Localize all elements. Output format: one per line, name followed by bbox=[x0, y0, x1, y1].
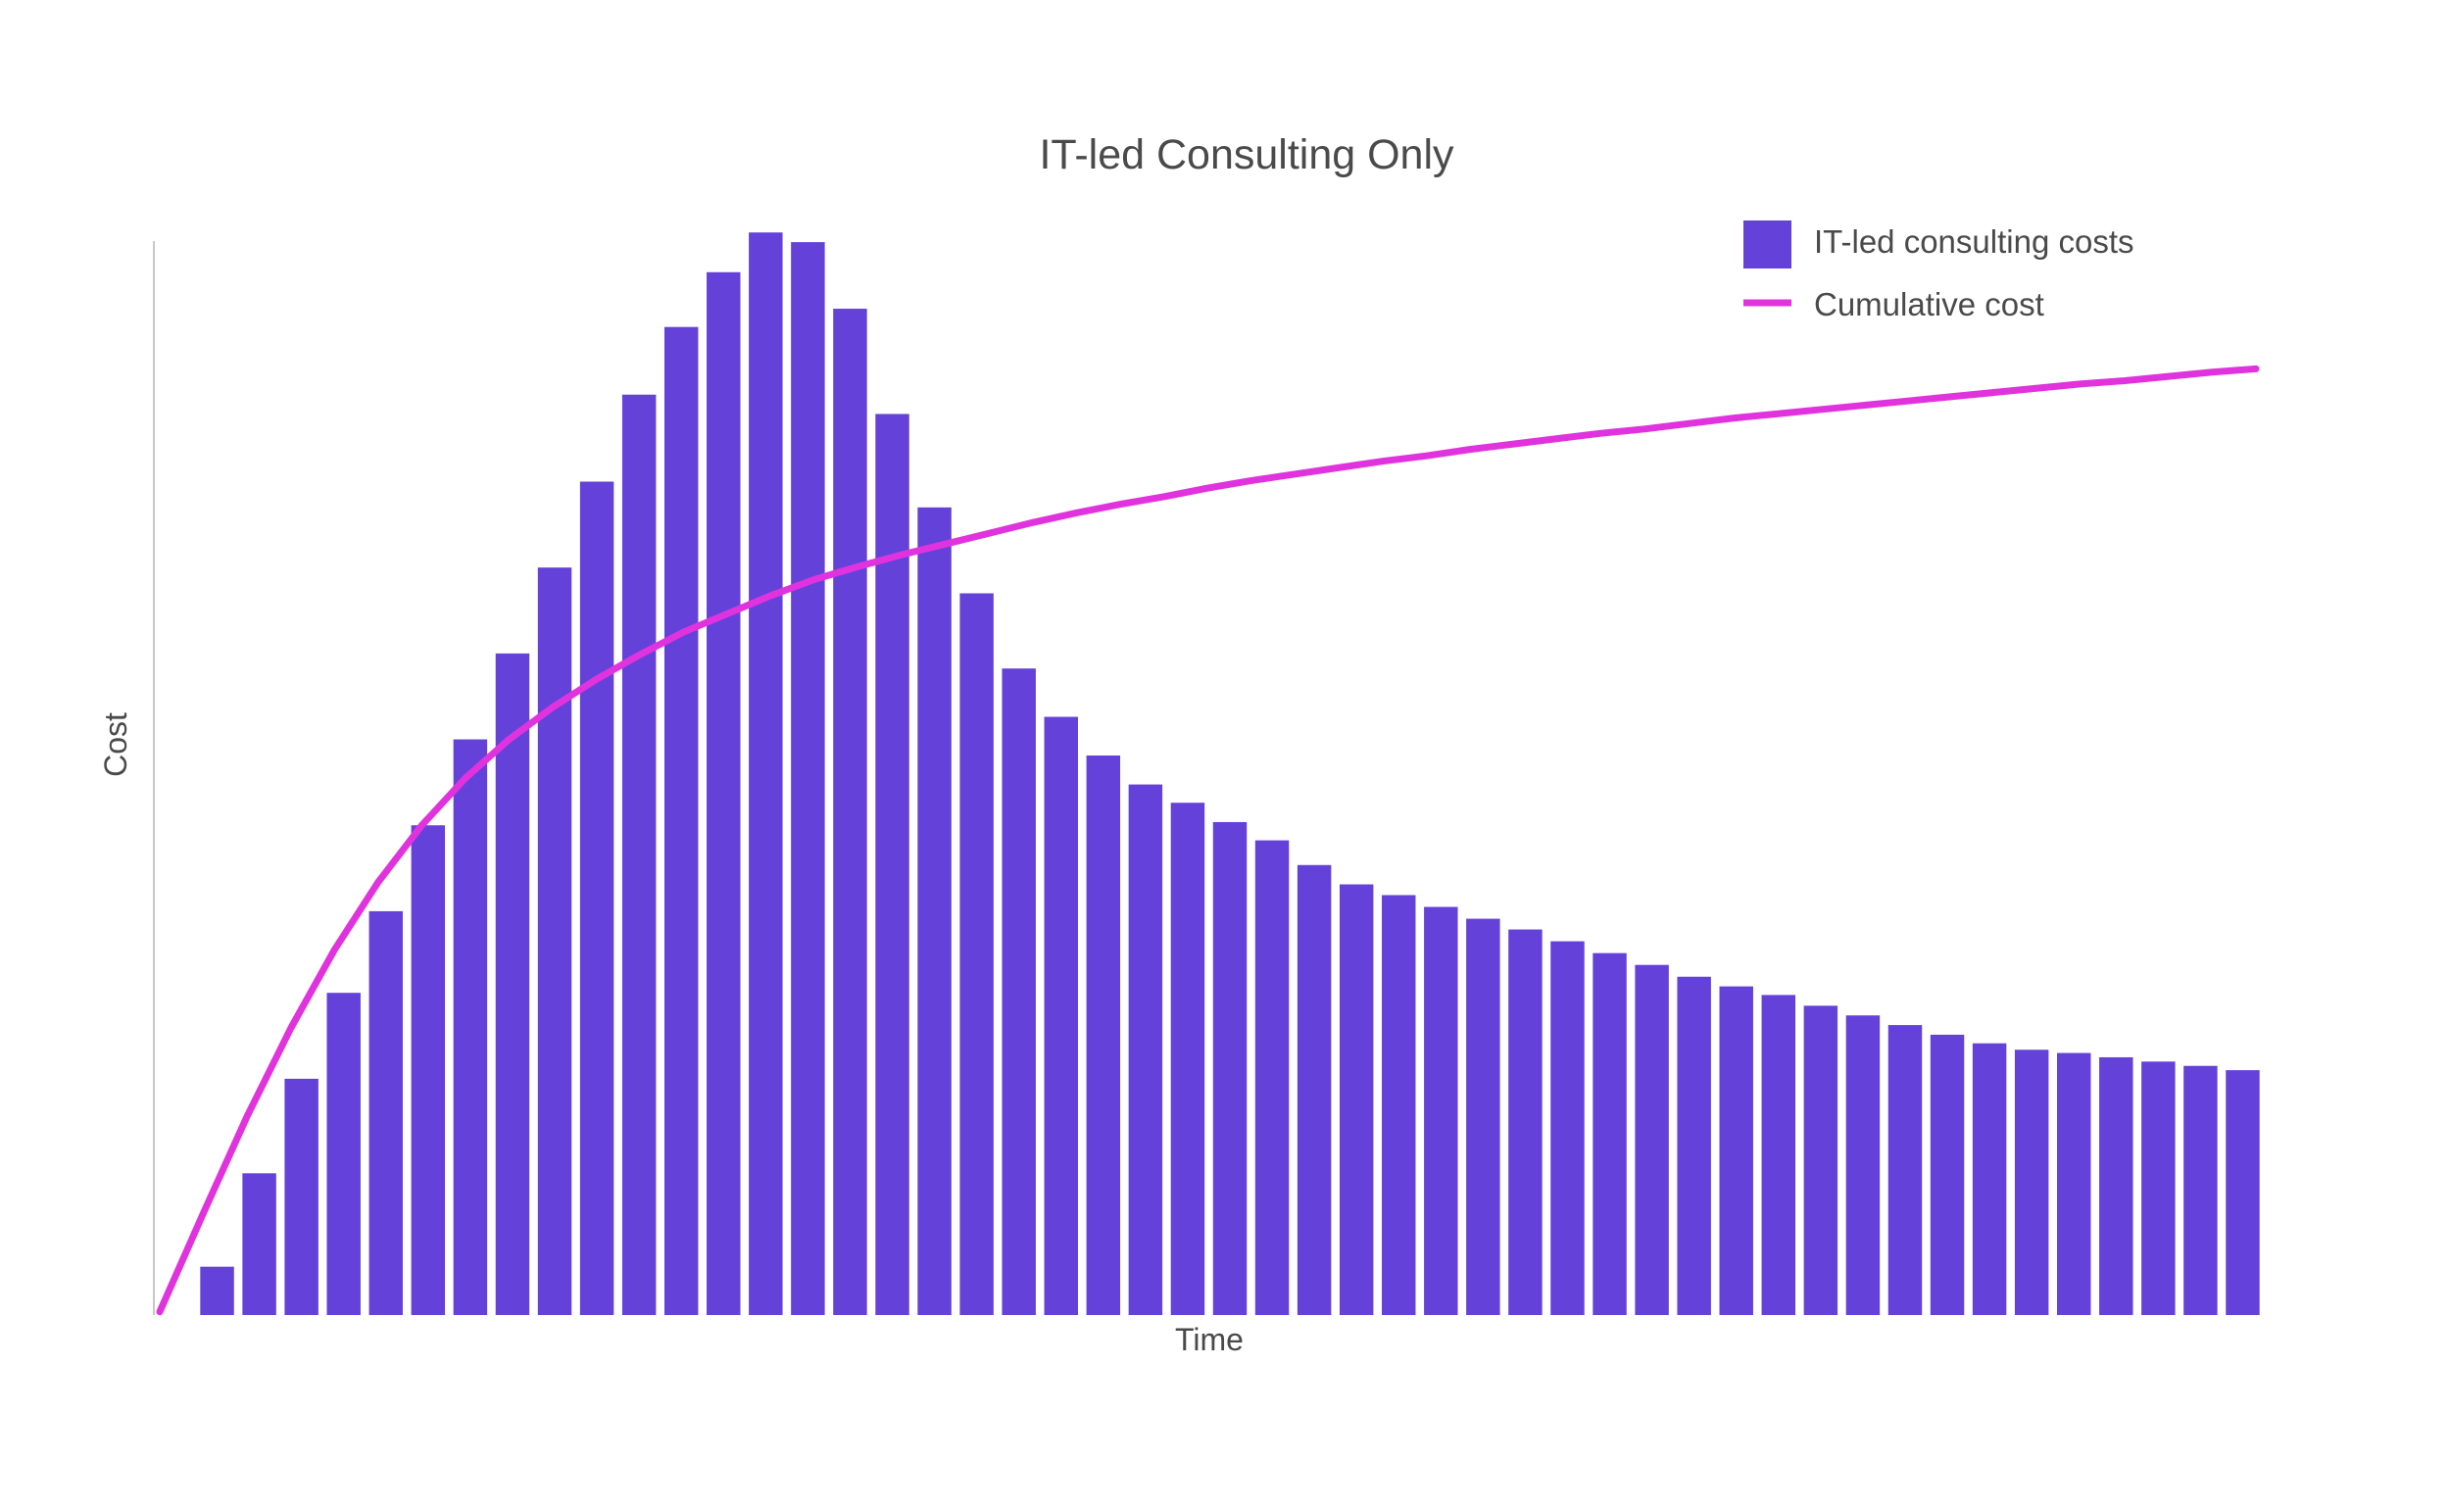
legend-label-bar: IT-led consulting costs bbox=[1814, 223, 2134, 260]
bar-27 bbox=[1297, 864, 1332, 1315]
bar-31 bbox=[1466, 918, 1500, 1315]
bar-17 bbox=[875, 414, 909, 1316]
cumulative-cost-line bbox=[156, 365, 2260, 1316]
bar-43 bbox=[1972, 1043, 2007, 1315]
bar-33 bbox=[1550, 941, 1585, 1315]
bar-32 bbox=[1508, 929, 1543, 1315]
bar-26 bbox=[1254, 840, 1290, 1315]
bar-14 bbox=[749, 232, 783, 1316]
bar-10 bbox=[579, 481, 614, 1315]
bar-40 bbox=[1845, 1015, 1881, 1315]
bar-39 bbox=[1803, 1005, 1838, 1315]
bars-group bbox=[200, 232, 2260, 1316]
bar-19 bbox=[959, 593, 994, 1315]
bar-36 bbox=[1677, 976, 1711, 1315]
bar-48 bbox=[2183, 1065, 2218, 1315]
legend-swatch-bar bbox=[1743, 220, 1791, 268]
bar-8 bbox=[495, 653, 530, 1315]
bar-4 bbox=[326, 993, 361, 1315]
bar-7 bbox=[453, 739, 488, 1315]
bar-47 bbox=[2141, 1061, 2176, 1315]
bar-22 bbox=[1086, 755, 1121, 1315]
bar-11 bbox=[621, 394, 657, 1316]
bar-44 bbox=[2014, 1049, 2049, 1315]
bar-42 bbox=[1930, 1034, 1965, 1315]
bar-23 bbox=[1128, 784, 1163, 1315]
bar-35 bbox=[1635, 964, 1669, 1315]
bar-1 bbox=[200, 1266, 234, 1315]
bar-38 bbox=[1761, 995, 1796, 1315]
bar-41 bbox=[1887, 1025, 1923, 1315]
legend-label-line: Cumulative cost bbox=[1814, 286, 2044, 322]
bar-13 bbox=[707, 271, 741, 1315]
bar-9 bbox=[537, 567, 572, 1315]
bar-24 bbox=[1170, 803, 1205, 1315]
bar-37 bbox=[1719, 986, 1753, 1315]
bar-28 bbox=[1339, 884, 1374, 1315]
bar-6 bbox=[411, 825, 446, 1315]
bar-30 bbox=[1424, 906, 1458, 1315]
bar-3 bbox=[284, 1078, 318, 1315]
bar-45 bbox=[2057, 1052, 2091, 1315]
chart-title: IT-led Consulting Only bbox=[1039, 131, 1454, 178]
bar-34 bbox=[1592, 952, 1627, 1315]
bar-16 bbox=[833, 309, 867, 1315]
bar-20 bbox=[1002, 668, 1036, 1315]
bar-25 bbox=[1212, 821, 1248, 1315]
y-axis-label: Cost bbox=[98, 712, 133, 777]
bar-21 bbox=[1044, 716, 1078, 1315]
bar-15 bbox=[791, 242, 825, 1316]
x-axis-label: Time bbox=[1175, 1322, 1244, 1357]
bar-29 bbox=[1382, 895, 1416, 1315]
bar-2 bbox=[242, 1173, 276, 1315]
bar-12 bbox=[663, 326, 699, 1315]
bar-49 bbox=[2226, 1070, 2260, 1315]
legend: IT-led consulting costs Cumulative cost bbox=[1743, 220, 2134, 322]
bar-5 bbox=[368, 910, 403, 1315]
bar-18 bbox=[917, 507, 952, 1315]
bar-46 bbox=[2099, 1056, 2133, 1315]
